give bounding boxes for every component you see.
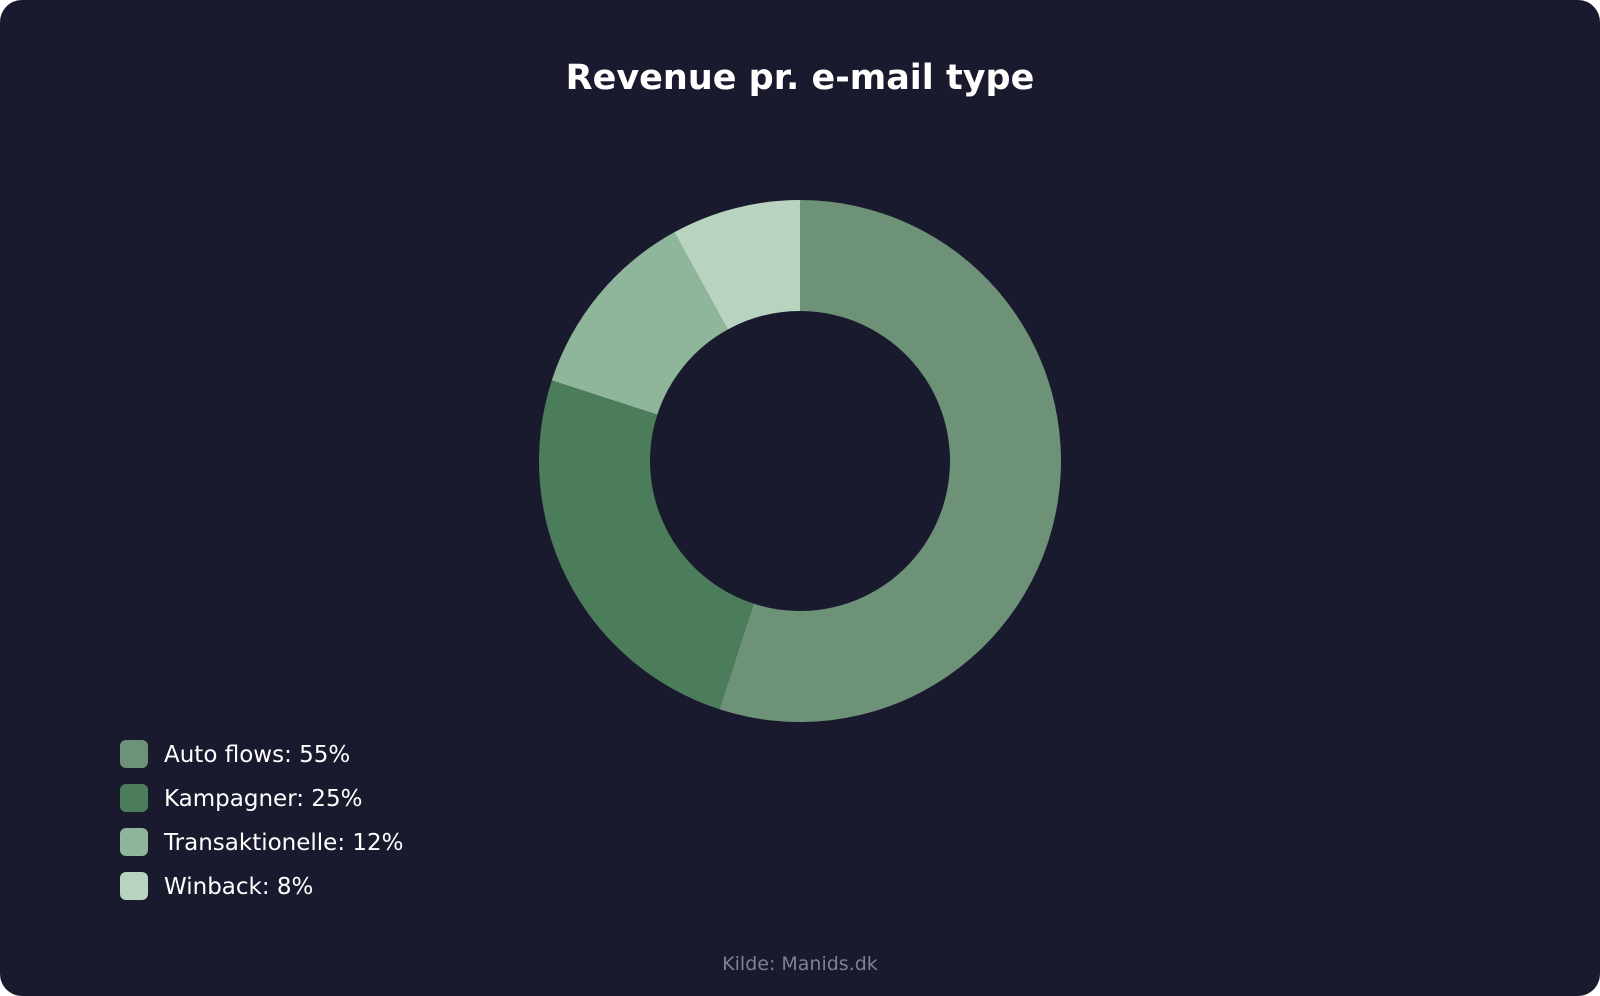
legend-label: Transaktionelle: 12% (164, 830, 404, 856)
legend-label: Winback: 8% (164, 874, 314, 900)
slice-transaktionelle (551, 232, 728, 415)
slice-winback (674, 200, 800, 330)
legend-item-kampagner: Kampagner: 25% (120, 784, 720, 828)
slice-auto-flows (719, 200, 1061, 722)
source-caption: Kilde: Manids.dk (722, 953, 878, 975)
legend-swatch (120, 872, 148, 900)
legend-item-winback: Winback: 8% (120, 872, 720, 916)
legend-item-transaktionelle: Transaktionelle: 12% (120, 828, 720, 872)
legend-swatch (120, 828, 148, 856)
chart-title: Revenue pr. e-mail type (565, 58, 1035, 98)
legend-label: Kampagner: 25% (164, 786, 363, 812)
legend-swatch (120, 784, 148, 812)
legend-label: Auto flows: 55% (164, 742, 351, 768)
slice-kampagner (539, 380, 754, 710)
legend-swatch (120, 740, 148, 768)
legend: Auto flows: 55% Kampagner: 25% Transaktion… (120, 740, 720, 916)
legend-item-auto-flows: Auto flows: 55% (120, 740, 720, 784)
